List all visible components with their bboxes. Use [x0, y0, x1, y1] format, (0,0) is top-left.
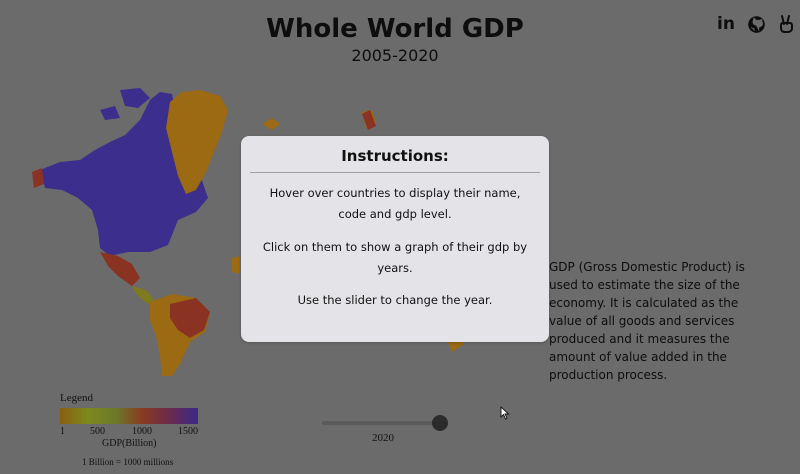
- world-map: [32, 88, 464, 376]
- legend-tick: 1000: [132, 426, 152, 437]
- gdp-description: GDP (Gross Domestic Product) is used to …: [549, 260, 745, 382]
- legend-note: 1 Billion = 1000 millions: [82, 457, 174, 467]
- slider-year-label: 2020: [372, 432, 394, 444]
- country-mexico[interactable]: [100, 252, 140, 286]
- linkedin-icon[interactable]: in: [716, 14, 736, 34]
- legend-ticks: 1 500 1000 1500: [60, 424, 210, 437]
- country-central-america[interactable]: [132, 286, 154, 304]
- legend-tick: 1500: [178, 426, 198, 437]
- country-africa-fragment[interactable]: [232, 256, 240, 274]
- page-subtitle: 2005-2020: [351, 46, 439, 65]
- social-links: in: [716, 14, 796, 34]
- legend: Legend 1 500 1000 1500 GDP(Billion) 1 Bi…: [60, 392, 220, 467]
- legend-color-scale: [60, 408, 198, 424]
- legend-tick: 500: [90, 426, 105, 437]
- github-svg: [747, 15, 765, 33]
- peace-hand-svg: [780, 15, 793, 33]
- modal-divider: [250, 172, 540, 173]
- country-canada-islands[interactable]: [100, 88, 150, 120]
- slider-thumb[interactable]: [432, 415, 449, 431]
- country-north-america[interactable]: [40, 92, 208, 256]
- legend-tick: 1: [60, 426, 65, 437]
- legend-title: Legend: [60, 392, 93, 404]
- country-brazil[interactable]: [170, 298, 210, 338]
- year-slider[interactable]: [322, 414, 452, 432]
- mouse-cursor-icon: [500, 406, 510, 420]
- country-europe-red[interactable]: [362, 110, 376, 130]
- instructions-modal: Instructions: Hover over countries to di…: [241, 136, 549, 342]
- country-greenland[interactable]: [166, 90, 228, 194]
- slider-track[interactable]: [322, 421, 442, 425]
- country-alaska-edge[interactable]: [32, 168, 44, 188]
- modal-instruction-click: Click on them to show a graph of their g…: [262, 239, 528, 275]
- peace-hand-icon[interactable]: [776, 14, 796, 34]
- modal-instruction-hover: Hover over countries to display their na…: [269, 186, 521, 221]
- linkedin-glyph: in: [717, 14, 735, 34]
- legend-unit: GDP(Billion): [102, 438, 157, 449]
- modal-title: Instructions:: [341, 147, 449, 165]
- page-title: Whole World GDP: [266, 14, 524, 44]
- country-europe-fragment[interactable]: [262, 110, 376, 130]
- github-icon[interactable]: [746, 14, 766, 34]
- modal-instruction-slider: Use the slider to change the year.: [297, 293, 493, 307]
